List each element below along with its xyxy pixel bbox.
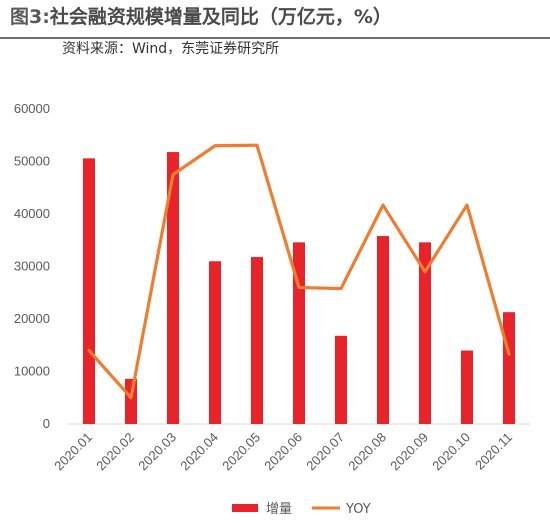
legend-label-bar: 增量 [266, 502, 292, 517]
y-tick-label: 40000 [14, 206, 50, 221]
x-tick-label: 2020.08 [345, 430, 389, 474]
x-tick-label: 2020.02 [93, 430, 137, 474]
x-tick-label: 2020.03 [135, 430, 179, 474]
figure-label: 图3: [10, 6, 50, 28]
bar [83, 158, 95, 424]
y-tick-label: 0 [43, 416, 50, 431]
y-tick-label: 50000 [14, 154, 50, 169]
line-series [87, 143, 511, 400]
bar [503, 312, 515, 424]
x-tick-label: 2020.07 [303, 430, 347, 474]
x-tick-label: 2020.10 [429, 430, 473, 474]
bar [377, 236, 389, 424]
x-tick-label: 2020.06 [261, 430, 305, 474]
legend-swatch-bar [232, 504, 258, 512]
x-tick-label: 2020.01 [51, 430, 95, 474]
header-rule [0, 37, 550, 39]
y-tick-label: 60000 [14, 101, 50, 116]
y-tick-label: 30000 [14, 259, 50, 274]
bar [251, 257, 263, 424]
bar-series [83, 152, 515, 425]
yoy-line [87, 143, 511, 400]
bar [335, 335, 347, 424]
bar [461, 350, 473, 424]
x-tick-label: 2020.05 [219, 430, 263, 474]
bar [209, 261, 221, 424]
bar [419, 242, 431, 424]
y-tick-label: 10000 [14, 364, 50, 379]
figure-title: 图3:社会融资规模增量及同比（万亿元，%） [10, 2, 392, 32]
figure-title-text: 社会融资规模增量及同比（万亿元，%） [49, 6, 392, 28]
figure-source: 资料来源：Wind，东莞证券研究所 [62, 41, 280, 57]
x-tick-label: 2020.09 [387, 430, 431, 474]
bar [125, 378, 137, 424]
figure-header: 图3:社会融资规模增量及同比（万亿元，%） 资料来源：Wind，东莞证券研究所 [0, 0, 550, 57]
bar [167, 152, 179, 425]
y-tick-label: 20000 [14, 311, 50, 326]
y-axis: 0 10000 20000 30000 40000 50000 60000 [14, 101, 50, 431]
x-tick-label: 2020.11 [472, 430, 515, 473]
legend-label-line: YOY [345, 502, 371, 517]
x-tick-label: 2020.04 [177, 430, 221, 474]
legend: 增量 YOY [232, 502, 371, 517]
x-axis: 2020.012020.022020.032020.042020.052020.… [51, 423, 530, 474]
